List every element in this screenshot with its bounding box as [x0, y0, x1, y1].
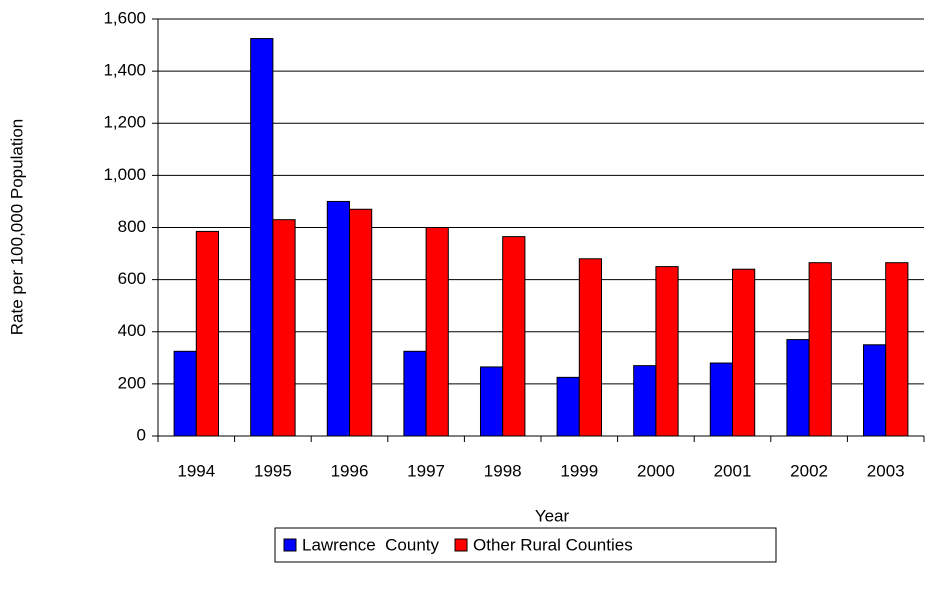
y-tick-label: 1,000 — [103, 165, 146, 184]
bar — [349, 208, 373, 437]
bar — [885, 262, 909, 437]
y-tick-label: 0 — [137, 425, 146, 444]
bar — [655, 266, 679, 437]
y-axis-title: Rate per 100,000 Population — [7, 119, 26, 335]
bar — [403, 350, 427, 437]
bar — [578, 258, 603, 437]
y-tick-label: 1,400 — [103, 61, 146, 80]
y-tick-label: 1,600 — [103, 8, 146, 27]
bar — [250, 38, 274, 437]
legend-label: Lawrence County — [302, 535, 440, 554]
bar — [326, 200, 351, 437]
bar — [556, 376, 580, 437]
y-tick-label: 200 — [118, 373, 146, 392]
bar — [173, 350, 197, 437]
legend-swatch — [283, 538, 297, 552]
x-tick-label: 2002 — [790, 461, 828, 480]
bar — [479, 366, 504, 437]
bar — [425, 227, 449, 437]
bar — [502, 236, 526, 437]
x-axis-title: Year — [535, 506, 570, 525]
bar — [272, 219, 296, 437]
legend-label: Other Rural Counties — [473, 535, 633, 554]
x-tick-label: 2000 — [637, 461, 675, 480]
y-tick-label: 800 — [118, 217, 146, 236]
y-tick-label: 400 — [118, 321, 146, 340]
x-tick-label: 1994 — [177, 461, 215, 480]
x-tick-label: 1997 — [407, 461, 445, 480]
bar — [808, 262, 832, 437]
bar — [195, 230, 220, 437]
bar — [786, 339, 810, 437]
x-tick-label: 2003 — [867, 461, 905, 480]
y-tick-label: 600 — [118, 269, 146, 288]
legend-swatch — [454, 538, 468, 552]
bar — [862, 344, 887, 437]
x-tick-label: 1999 — [560, 461, 598, 480]
legend-box — [274, 527, 777, 563]
x-tick-label: 2001 — [714, 461, 752, 480]
y-tick-label: 1,200 — [103, 113, 146, 132]
bar — [633, 365, 657, 437]
x-tick-label: 1998 — [484, 461, 522, 480]
x-tick-label: 1995 — [254, 461, 292, 480]
bar — [732, 268, 756, 437]
bar — [709, 362, 734, 437]
x-tick-label: 1996 — [331, 461, 369, 480]
